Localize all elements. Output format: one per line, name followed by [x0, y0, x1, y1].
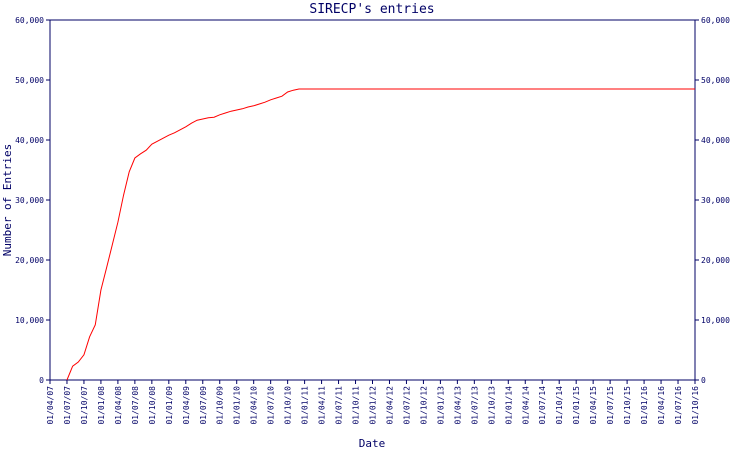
x-tick-label: 01/07/13 [470, 386, 479, 425]
data-line [66, 88, 695, 381]
x-tick-label: 01/07/09 [199, 386, 208, 425]
y2-tick-label: 40,000 [701, 136, 730, 145]
x-tick-label: 01/07/14 [538, 386, 547, 425]
x-tick-label: 01/10/16 [691, 386, 700, 425]
x-tick-label: 01/04/15 [589, 386, 598, 425]
y2-tick-label: 10,000 [701, 316, 730, 325]
x-tick-label: 01/10/07 [80, 386, 89, 425]
y2-tick-label: 20,000 [701, 256, 730, 265]
x-tick-label: 01/04/14 [521, 386, 530, 425]
x-tick-label: 01/04/11 [318, 386, 327, 425]
x-tick-label: 01/10/11 [352, 386, 361, 425]
x-tick-label: 01/04/08 [114, 386, 123, 425]
x-tick-label: 01/07/11 [335, 386, 344, 425]
x-tick-label: 01/07/10 [267, 386, 276, 425]
y2-tick-label: 60,000 [701, 16, 730, 25]
plot-frame [49, 19, 696, 381]
x-tick-label: 01/10/09 [216, 386, 225, 425]
y-tick-label: 60,000 [15, 16, 44, 25]
x-tick-label: 01/07/08 [131, 386, 140, 425]
x-tick-label: 01/01/11 [301, 386, 310, 425]
x-tick-label: 01/10/13 [487, 386, 496, 425]
x-axis-label: Date [359, 437, 386, 450]
x-tick-label: 01/10/15 [623, 386, 632, 425]
x-tick-label: 01/01/16 [640, 386, 649, 425]
y-tick-label: 50,000 [15, 76, 44, 85]
x-tick-label: 01/10/12 [419, 386, 428, 425]
x-tick-label: 01/10/10 [284, 386, 293, 425]
y2-tick-label: 0 [701, 376, 706, 385]
x-tick-label: 01/04/16 [657, 386, 666, 425]
x-tick-label: 01/01/12 [369, 386, 378, 425]
x-tick-label: 01/04/09 [182, 386, 191, 425]
x-tick-label: 01/01/10 [233, 386, 242, 425]
x-tick-label: 01/04/10 [250, 386, 259, 425]
y-axis-label: Number of Entries [1, 144, 14, 257]
x-tick-label: 01/01/15 [572, 386, 581, 425]
x-tick-label: 01/01/09 [165, 386, 174, 425]
x-tick-label: 01/01/14 [504, 386, 513, 425]
y2-tick-label: 30,000 [701, 196, 730, 205]
x-tick-label: 01/04/07 [46, 386, 55, 425]
x-tick-label: 01/07/15 [606, 386, 615, 425]
x-tick-label: 01/07/07 [63, 386, 72, 425]
x-tick-label: 01/07/16 [674, 386, 683, 425]
x-tick-label: 01/01/13 [436, 386, 445, 425]
y-tick-label: 0 [39, 376, 44, 385]
x-tick-label: 01/01/08 [97, 386, 106, 425]
y2-tick-label: 50,000 [701, 76, 730, 85]
x-tick-label: 01/07/12 [402, 386, 411, 425]
x-tick-label: 01/10/08 [148, 386, 157, 425]
x-tick-label: 01/04/12 [385, 386, 394, 425]
x-tick-label: 01/10/14 [555, 386, 564, 425]
y-tick-label: 30,000 [15, 196, 44, 205]
y-tick-label: 20,000 [15, 256, 44, 265]
y-tick-label: 10,000 [15, 316, 44, 325]
y-tick-label: 40,000 [15, 136, 44, 145]
chart-title: SIRECP's entries [309, 2, 434, 17]
x-tick-label: 01/04/13 [453, 386, 462, 425]
